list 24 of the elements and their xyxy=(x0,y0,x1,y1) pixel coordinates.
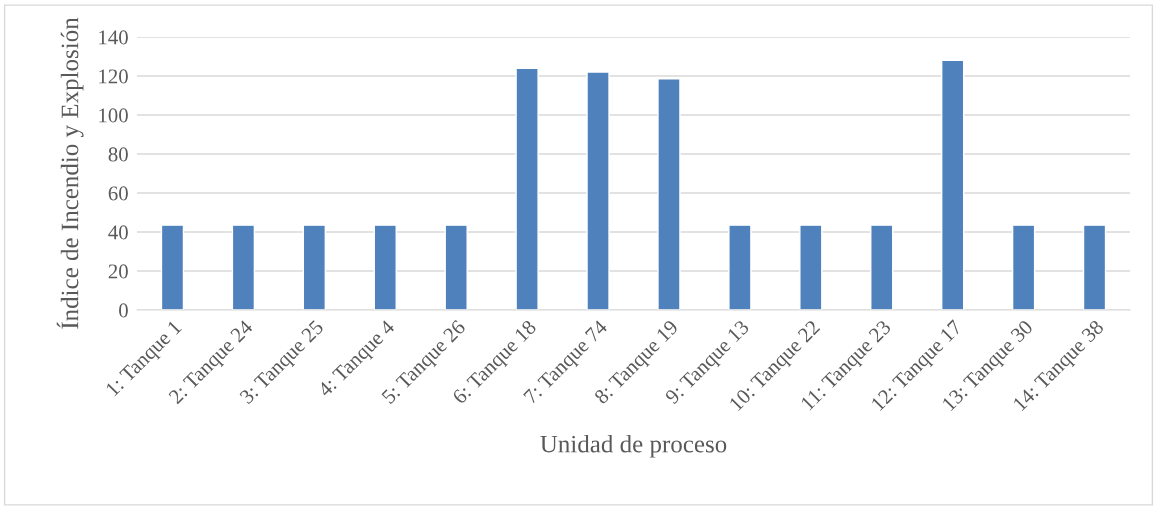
bar xyxy=(373,224,397,310)
y-tick-label: 80 xyxy=(108,147,128,162)
y-tick-label: 20 xyxy=(108,264,128,279)
y-tick-label: 120 xyxy=(99,69,128,84)
bar xyxy=(231,224,256,310)
bar xyxy=(657,78,681,310)
bar xyxy=(940,59,965,310)
y-tick-label: 140 xyxy=(99,30,128,45)
y-tick-label: 100 xyxy=(99,108,128,123)
bar xyxy=(1082,224,1107,310)
bar xyxy=(1011,224,1036,310)
y-tick-label: 0 xyxy=(119,303,128,318)
x-axis-title: Unidad de proceso xyxy=(540,434,727,458)
bar xyxy=(160,224,185,310)
y-axis-title: Índice de Incendio y Explosión xyxy=(56,17,84,329)
bar xyxy=(728,224,752,310)
bar xyxy=(302,224,327,310)
bar xyxy=(515,67,539,310)
bar xyxy=(870,224,894,310)
bar xyxy=(799,224,823,310)
y-tick-label: 60 xyxy=(108,186,128,201)
bar xyxy=(586,71,610,310)
bar xyxy=(444,224,468,310)
y-tick-label: 40 xyxy=(108,225,128,240)
